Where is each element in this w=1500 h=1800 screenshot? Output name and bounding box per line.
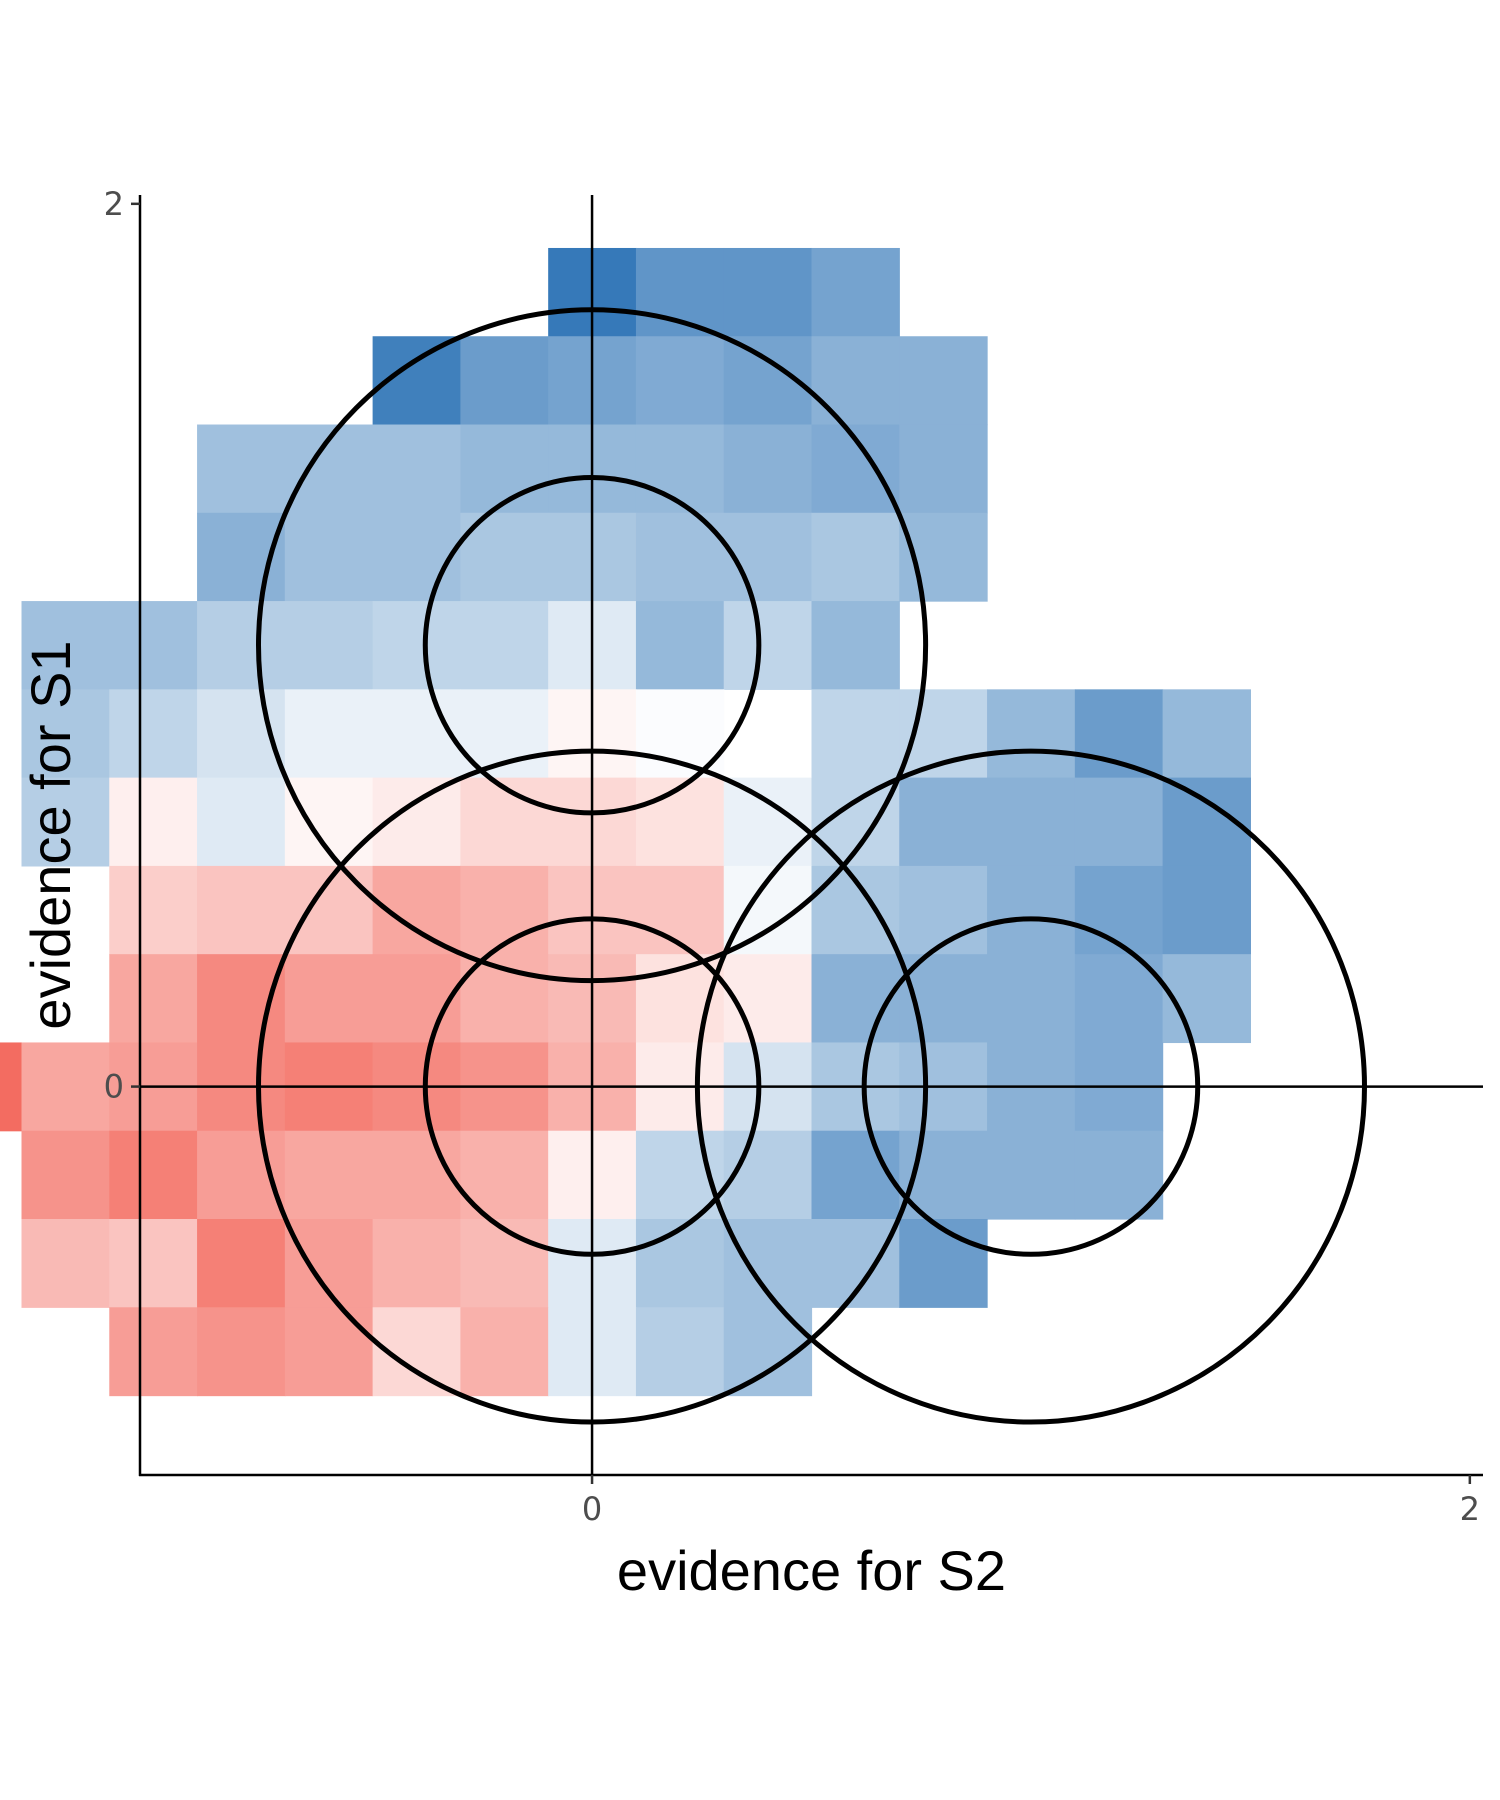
contour-circle-3 bbox=[422, 916, 762, 1257]
heatmap-tile-62 bbox=[899, 777, 988, 867]
heatmap-tile-91 bbox=[1162, 954, 1251, 1044]
contour-circle-1 bbox=[422, 474, 762, 816]
heatmap-tile-2 bbox=[723, 247, 813, 337]
heatmap-tile-40 bbox=[109, 689, 198, 779]
heatmap-tile-126 bbox=[635, 1219, 725, 1308]
contour-circle-0 bbox=[256, 307, 929, 984]
heatmap-tile-21 bbox=[284, 512, 374, 602]
heatmap-tile-31 bbox=[197, 601, 286, 690]
heatmap-tile-107 bbox=[109, 1130, 198, 1220]
heatmap-tile-124 bbox=[460, 1219, 549, 1308]
heatmap-tile-49 bbox=[987, 689, 1076, 779]
heatmap-tile-136 bbox=[635, 1307, 725, 1397]
heatmap-tile-70 bbox=[460, 865, 549, 955]
heatmap-tile-29 bbox=[21, 601, 110, 690]
contour-circles bbox=[256, 307, 1367, 1425]
heatmap-tile-93 bbox=[21, 1042, 110, 1132]
heatmap-tile-5 bbox=[460, 336, 549, 426]
heatmap-tile-117 bbox=[987, 1130, 1076, 1220]
contour-circle-2 bbox=[256, 748, 929, 1425]
heatmap-tile-82 bbox=[372, 954, 461, 1044]
heatmap-tile-42 bbox=[284, 689, 374, 779]
x-tick-label-0: 0 bbox=[582, 1490, 602, 1528]
heatmap-tile-43 bbox=[372, 689, 461, 779]
heatmap-tile-115 bbox=[811, 1130, 900, 1220]
heatmap-tile-121 bbox=[197, 1219, 286, 1308]
heatmap-tile-81 bbox=[284, 954, 374, 1044]
heatmap-tile-11 bbox=[197, 424, 286, 514]
heatmap-tile-134 bbox=[460, 1307, 549, 1397]
heatmap-tile-66 bbox=[109, 865, 198, 955]
heatmap-tile-22 bbox=[372, 512, 461, 602]
x-tick-label-1: 2 bbox=[1460, 1490, 1480, 1528]
heatmap-tile-129 bbox=[899, 1219, 988, 1308]
heatmap-tile-36 bbox=[635, 601, 725, 690]
heatmap-tile-53 bbox=[109, 777, 198, 867]
heatmap-tile-120 bbox=[109, 1219, 198, 1308]
heatmap-tile-7 bbox=[635, 336, 725, 426]
heatmap-tile-63 bbox=[987, 777, 1076, 867]
heatmap-tile-51 bbox=[1162, 689, 1251, 779]
heatmap-tile-9 bbox=[811, 336, 900, 426]
heatmap-tile-75 bbox=[899, 865, 988, 955]
heatmap-tile-39 bbox=[21, 689, 110, 779]
reference-lines bbox=[140, 195, 1483, 1475]
axes bbox=[138, 195, 1483, 1477]
heatmap-tile-38 bbox=[811, 601, 900, 690]
heatmap-tile-52 bbox=[21, 777, 110, 867]
heatmap-tile-109 bbox=[284, 1130, 374, 1220]
heatmap-tile-54 bbox=[197, 777, 286, 867]
heatmap-tile-132 bbox=[284, 1307, 374, 1397]
heatmap-tile-123 bbox=[372, 1219, 461, 1308]
heatmap-tile-110 bbox=[372, 1130, 461, 1220]
contour-circle-4 bbox=[694, 748, 1367, 1425]
heatmap-tile-78 bbox=[1162, 865, 1251, 955]
heatmap-tile-114 bbox=[723, 1130, 813, 1220]
heatmap-tile-131 bbox=[197, 1307, 286, 1397]
heatmap-tile-77 bbox=[1074, 865, 1164, 955]
heatmap-tile-59 bbox=[635, 777, 725, 867]
heatmap-tile-30 bbox=[109, 601, 198, 690]
heatmap-tile-76 bbox=[987, 865, 1076, 955]
heatmap-tile-64 bbox=[1074, 777, 1164, 867]
heatmap-tile-14 bbox=[460, 424, 549, 514]
heatmap-tile-106 bbox=[21, 1130, 110, 1220]
heatmap-tile-89 bbox=[987, 954, 1076, 1044]
heatmap-tile-17 bbox=[723, 424, 813, 514]
heatmap-tile-57 bbox=[460, 777, 549, 867]
heatmap-tile-37 bbox=[723, 601, 813, 690]
heatmap-tile-27 bbox=[811, 512, 900, 602]
heatmap-tile-130 bbox=[109, 1307, 198, 1397]
heatmap-tile-79 bbox=[109, 954, 198, 1044]
heatmap-tile-19 bbox=[899, 424, 988, 514]
heatmap-tile-33 bbox=[372, 601, 461, 690]
heatmap-tile-26 bbox=[723, 512, 813, 602]
x-axis-title: evidence for S2 bbox=[617, 1539, 1006, 1602]
heatmap-tile-67 bbox=[197, 865, 286, 955]
contour-circle-5 bbox=[861, 916, 1201, 1257]
y-tick-label-1: 2 bbox=[104, 185, 124, 223]
heatmap-tile-3 bbox=[811, 247, 900, 337]
heatmap-tile-34 bbox=[460, 601, 549, 690]
heatmap-tile-119 bbox=[21, 1219, 110, 1308]
heatmap-tile-92 bbox=[0, 1042, 23, 1132]
heatmap-tile-47 bbox=[811, 689, 900, 779]
heatmap-tile-87 bbox=[811, 954, 900, 1044]
heatmap-tile-72 bbox=[635, 865, 725, 955]
y-tick-label-0: 0 bbox=[104, 1068, 124, 1106]
heatmap-tile-16 bbox=[635, 424, 725, 514]
heatmap-tile-13 bbox=[372, 424, 461, 514]
heatmap-tile-10 bbox=[899, 336, 988, 426]
tick-labels: 0 2 0 2 bbox=[104, 185, 1480, 1528]
heatmap-tile-32 bbox=[284, 601, 374, 690]
y-axis-title: evidence for S1 bbox=[19, 640, 82, 1029]
heatmap-tile-86 bbox=[723, 954, 813, 1044]
